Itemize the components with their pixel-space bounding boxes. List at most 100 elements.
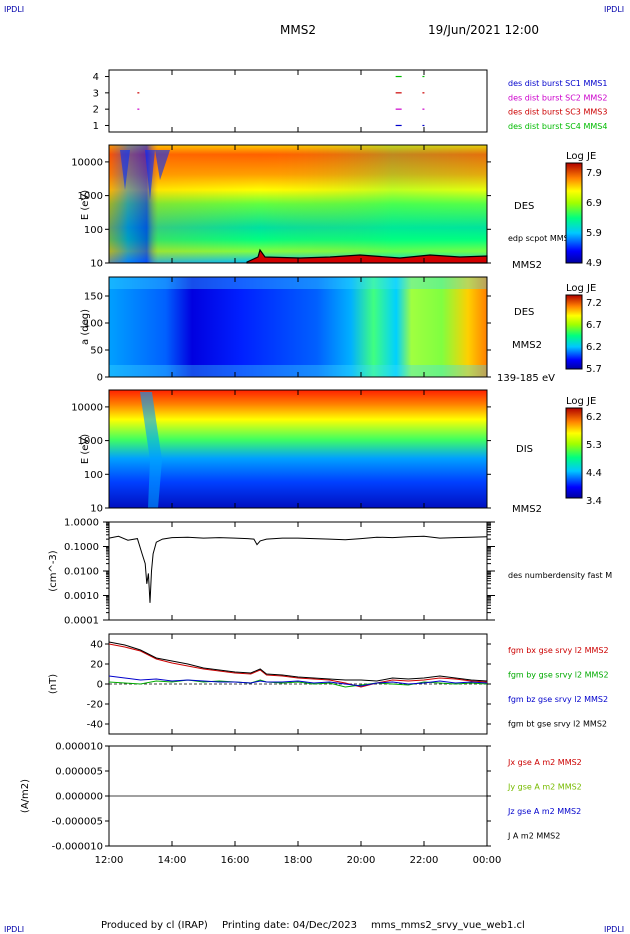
electron-energy-spacecraft: MMS2 <box>512 260 542 271</box>
colorbar-tick-label: 4.9 <box>586 258 602 269</box>
panel-burst-yticks: 1 2 3 4 <box>93 72 109 132</box>
density-legend-entry: des numberdensity fast M <box>508 571 612 580</box>
y-tick-label: 50 <box>90 346 103 357</box>
colorbar-pitch-angle-bar <box>565 294 583 370</box>
y-tick-label: 10000 <box>71 402 103 413</box>
burst-legend-entry: des dist burst SC3 MMS3 <box>508 108 607 117</box>
electron-energy-yticks: 10 100 1000 10000 <box>71 157 491 270</box>
field-series-line <box>108 643 488 688</box>
y-tick-label: 0.000000 <box>55 792 103 803</box>
current-legend-entry: Jy gse A m2 MMS2 <box>507 783 582 792</box>
magnetic-field-lines <box>108 641 488 688</box>
ion-energy-ylabel: E (eV) <box>80 434 91 464</box>
colorbar-ion-energy-bar <box>565 407 583 499</box>
y-tick-label: 1000 <box>78 191 103 202</box>
y-tick-label: 2 <box>93 105 99 116</box>
field-series-line <box>108 675 488 687</box>
time-tick-label: 12:00 <box>95 855 124 866</box>
colorbar-tick-label: 7.2 <box>586 298 602 309</box>
time-tick-label: 14:00 <box>158 855 187 866</box>
panel-burst-frame <box>108 69 488 133</box>
pitch-angle-yticks: 0 50 100 150 <box>84 292 491 384</box>
y-tick-label: 1.0000 <box>64 518 99 529</box>
y-tick-label: 20 <box>90 660 103 671</box>
y-tick-label: -40 <box>87 720 103 731</box>
colorbar-ion-energy-title: Log JE <box>566 396 596 407</box>
pitch-angle-spacecraft: MMS2 <box>512 340 542 351</box>
current-density-legend: Jx gse A m2 MMS2 Jy gse A m2 MMS2 Jz gse A… <box>507 758 582 841</box>
burst-legend-entry: des dist burst SC2 MMS2 <box>508 93 607 102</box>
colorbar-pitch-angle-title: Log JE <box>566 283 596 294</box>
ion-energy-instrument: DIS <box>516 444 533 455</box>
electron-energy-overlay <box>109 145 487 263</box>
electron-energy-overlay-label: edp scpot MMS2 <box>508 234 574 243</box>
colorbar-tick-label: 5.3 <box>586 440 602 451</box>
colorbar-electron-energy-ticks: 7.9 6.9 5.9 4.9 <box>586 168 602 269</box>
corner-label-top-right: IPDLI <box>604 5 624 14</box>
density-yticks: 1.0000 0.1000 0.0100 0.0010 0.0001 <box>64 518 495 627</box>
colorbar-tick-label: 3.4 <box>586 496 602 507</box>
current-density-ylabel: (A/m2) <box>20 779 31 813</box>
y-tick-label: 1 <box>93 121 99 132</box>
current-legend-entry: Jx gse A m2 MMS2 <box>507 758 582 767</box>
electron-energy-instrument: DES <box>514 201 534 212</box>
corner-label-bottom-left: IPDLI <box>4 925 24 934</box>
ion-energy-spectrogram <box>109 390 487 508</box>
colorbar-tick-label: 5.9 <box>586 228 602 239</box>
time-tick-label: 16:00 <box>221 855 250 866</box>
corner-label-bottom-right: IPDLI <box>604 925 624 934</box>
y-tick-label: 0 <box>97 373 103 384</box>
colorbar-tick-label: 7.9 <box>586 168 602 179</box>
y-tick-label: 100 <box>84 319 103 330</box>
y-tick-label: 0.000005 <box>55 767 103 778</box>
time-tick-label: 00:00 <box>473 855 502 866</box>
y-tick-label: 0.0100 <box>64 567 99 578</box>
y-tick-label: 150 <box>84 292 103 303</box>
density-ylabel: (cm^-3) <box>48 550 59 591</box>
current-legend-entry: Jz gse A m2 MMS2 <box>507 807 581 816</box>
y-tick-label: -0.000010 <box>52 842 103 853</box>
colorbar-ion-energy: Log JE 6.2 5.3 4.4 3.4 <box>565 396 602 507</box>
time-tick-label: 22:00 <box>410 855 439 866</box>
y-tick-label: 0.000010 <box>55 742 103 753</box>
density-series-line <box>108 535 488 603</box>
current-density-yticks: 0.000010 0.000005 0.000000 -0.000005 -0.0000… <box>52 742 491 853</box>
panel-electron-energy: E (eV) 10 100 1000 10000 DES edp scpot MMS2… <box>71 144 602 271</box>
colorbar-electron-energy-title: Log JE <box>566 151 596 162</box>
ion-dropout-region <box>140 392 162 508</box>
panel-burst-legend: des dist burst SC1 MMS1 des dist burst SC… <box>508 79 607 131</box>
panel-density: 1.0000 0.1000 0.0100 0.0010 0.0001 (cm^-3) d… <box>48 518 612 627</box>
panel-current-density: 0.000010 0.000005 0.000000 -0.000005 -0.0000… <box>20 742 582 853</box>
y-tick-label: 40 <box>90 640 103 651</box>
field-legend-entry: fgm bx gse srvy l2 MMS2 <box>508 646 609 655</box>
y-tick-label: 1000 <box>78 436 103 447</box>
field-legend-entry: fgm bt gse srvy l2 MMS2 <box>508 720 607 729</box>
magnetic-field-yticks: 40 20 0 -20 -40 <box>87 640 491 731</box>
panel-pitch-angle: a (deg) 0 50 100 150 DES MMS2 139-185 eV Lo… <box>80 276 602 384</box>
footer-printing-date: Printing date: 04/Dec/2023 <box>222 920 357 931</box>
y-tick-label: 100 <box>84 470 103 481</box>
ion-energy-spacecraft: MMS2 <box>512 504 542 515</box>
footer-producer: Produced by cl (IRAP) <box>101 920 208 931</box>
y-tick-label: 10 <box>90 504 103 515</box>
y-tick-label: 4 <box>93 72 99 83</box>
magnetic-field-ylabel: (nT) <box>48 674 59 694</box>
y-tick-label: -20 <box>87 700 103 711</box>
y-tick-label: 0 <box>97 680 103 691</box>
colorbar-pitch-angle-ticks: 7.2 6.7 6.2 5.7 <box>586 298 602 375</box>
panel-magnetic-field: 40 20 0 -20 -40 (nT) fgm bx gse srvy l2 MMS2… <box>48 633 609 735</box>
density-legend: des numberdensity fast M <box>508 571 612 580</box>
y-tick-label: 10000 <box>71 157 103 168</box>
y-tick-label: 3 <box>93 88 99 99</box>
colorbar-electron-energy-bar <box>565 162 583 264</box>
corner-label-top-left: IPDLI <box>4 5 24 14</box>
colorbar-tick-label: 6.9 <box>586 198 602 209</box>
y-tick-label: 10 <box>90 259 103 270</box>
datetime-title: 19/Jun/2021 12:00 <box>428 23 539 37</box>
burst-legend-entry: des dist burst SC1 MMS1 <box>508 79 607 88</box>
field-series-line <box>108 679 488 688</box>
current-legend-entry: J A m2 MMS2 <box>507 832 560 841</box>
density-lines <box>108 535 488 603</box>
colorbar-tick-label: 4.4 <box>586 468 602 479</box>
